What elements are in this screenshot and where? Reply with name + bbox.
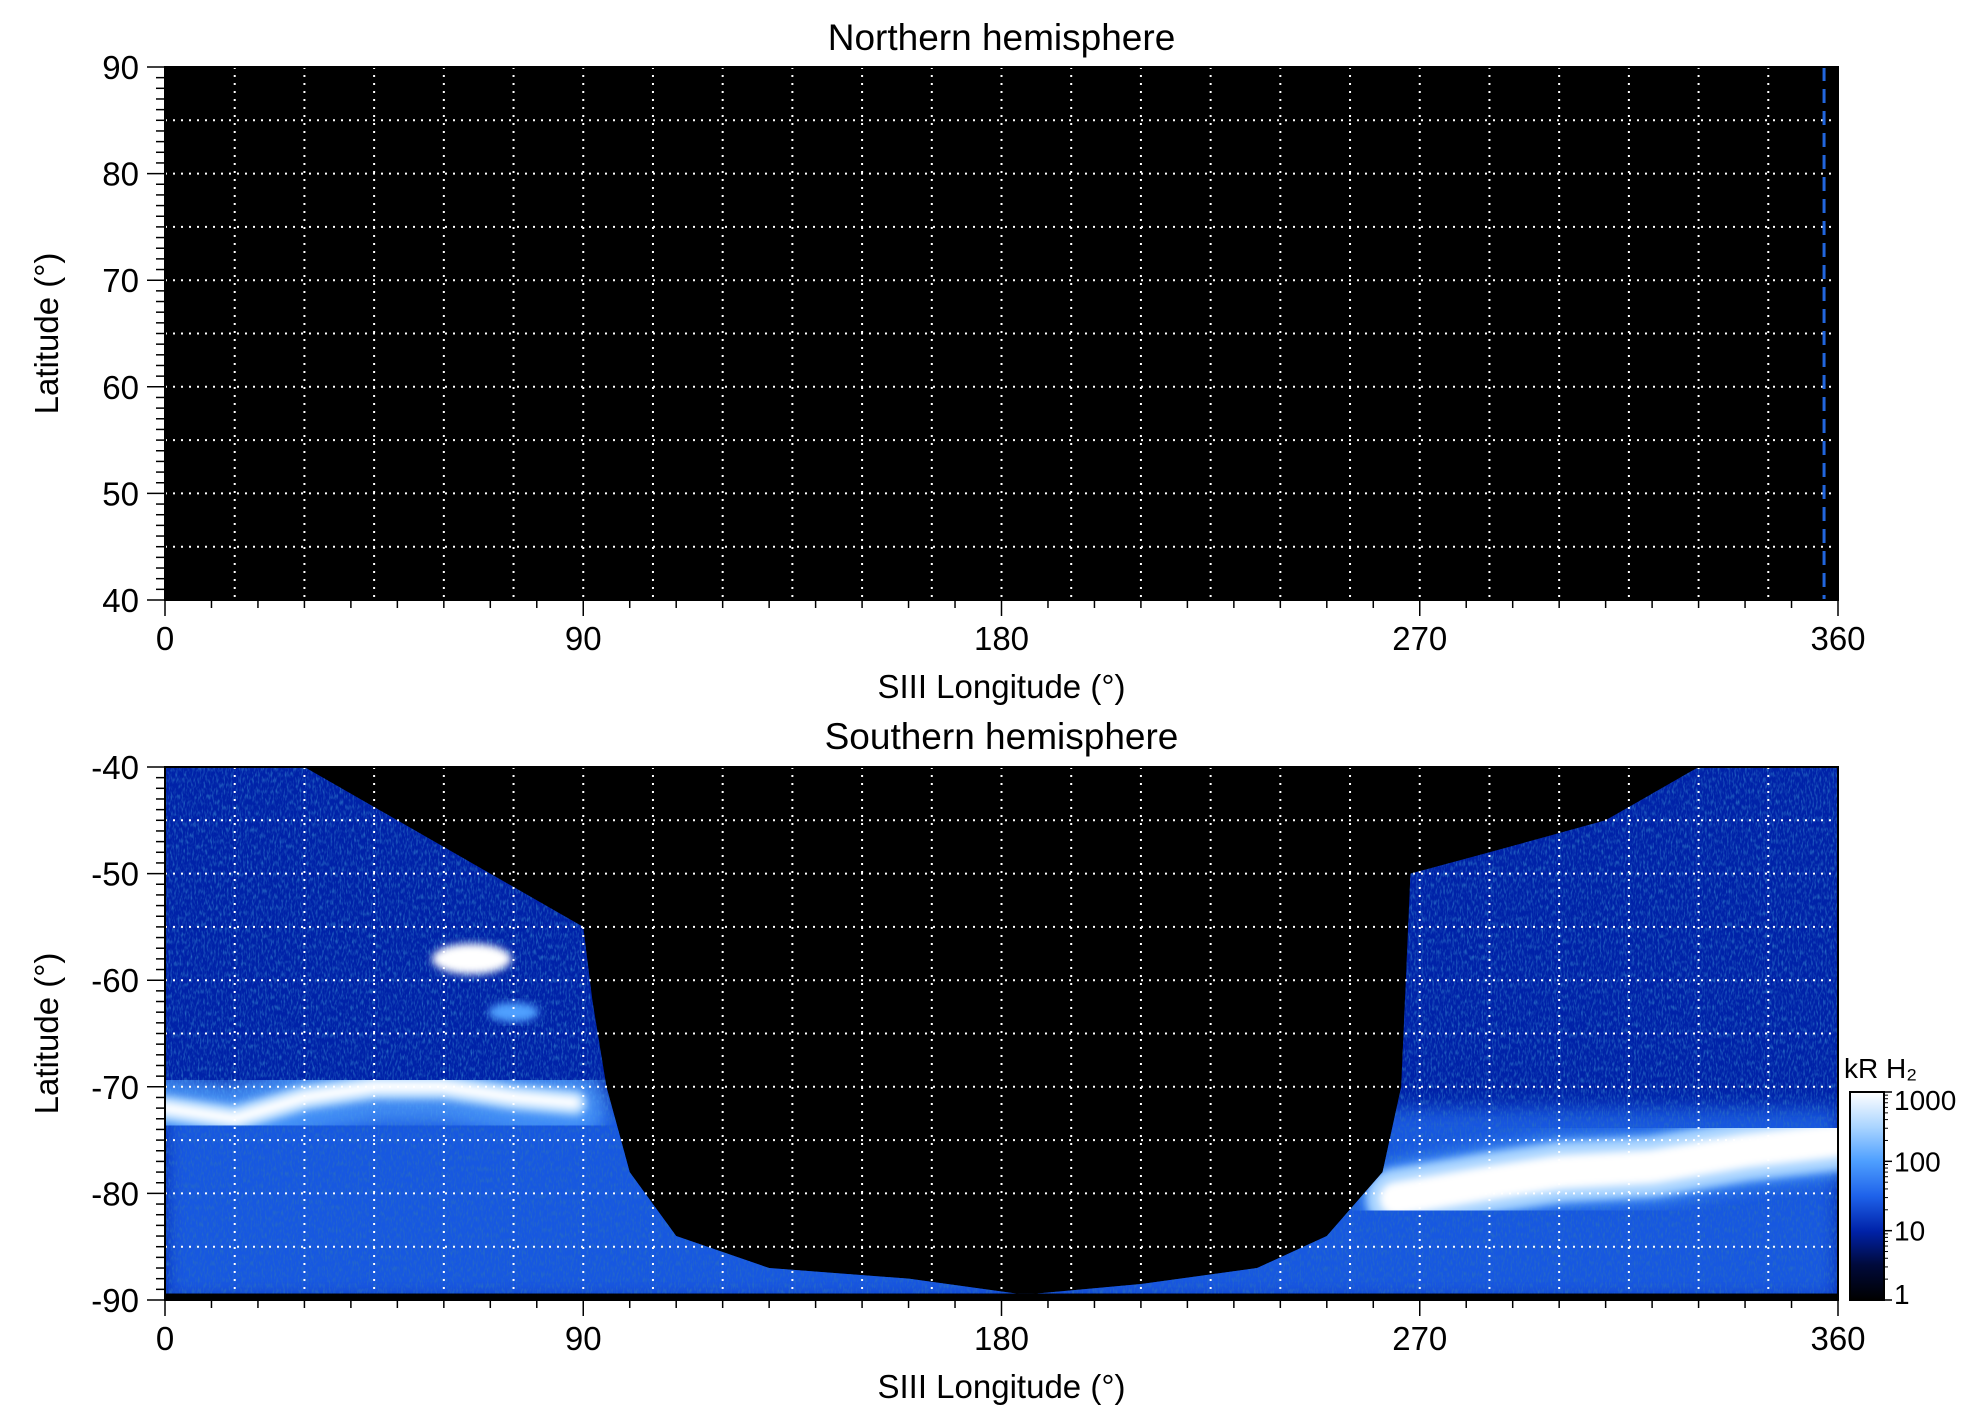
x-tick-label: 270 — [1392, 1320, 1447, 1357]
auroral-oval-east-core — [1379, 1123, 1838, 1216]
bright-spot — [432, 943, 512, 975]
pole-no-data-strip — [165, 1293, 1838, 1300]
y-tick-label: -50 — [91, 856, 139, 893]
southern-tick-labels: 0 90 180 270 360 -90 -80 -70 -60 -50 -40 — [91, 749, 1865, 1357]
colorbar-tick-label: 1000 — [1894, 1085, 1956, 1116]
x-tick-label: 90 — [565, 620, 602, 657]
x-tick-label: 180 — [974, 1320, 1029, 1357]
y-tick-label: -80 — [91, 1175, 139, 1212]
southern-x-axis-label: SIII Longitude (°) — [878, 1368, 1126, 1405]
x-tick-label: 360 — [1810, 1320, 1865, 1357]
northern-x-axis-label: SIII Longitude (°) — [878, 668, 1126, 705]
colorbar-gradient — [1849, 1091, 1885, 1301]
northern-axes — [147, 66, 1839, 616]
x-tick-label: 270 — [1392, 620, 1447, 657]
y-tick-label: -60 — [91, 962, 139, 999]
x-tick-label: 360 — [1810, 620, 1865, 657]
colorbar-tick-label: 100 — [1894, 1146, 1941, 1177]
northern-panel-title: Northern hemisphere — [828, 17, 1176, 58]
y-tick-label: -70 — [91, 1069, 139, 1106]
colorbar-ticks: 1 10 100 1000 — [1884, 1085, 1956, 1310]
southern-grid — [165, 767, 1838, 1300]
x-tick-label: 180 — [974, 620, 1029, 657]
northern-plot-area — [165, 67, 1838, 600]
southern-y-axis-label: Latitude (°) — [28, 953, 65, 1115]
x-tick-label: 0 — [156, 1320, 174, 1357]
colorbar-title: kR H₂ — [1844, 1053, 1917, 1084]
y-tick-label: 50 — [102, 475, 139, 512]
bright-spot — [488, 1002, 539, 1022]
southern-hemisphere-panel: Southern hemisphere 0 90 180 270 360 -90 -80 -7… — [28, 716, 1866, 1405]
y-tick-label: -90 — [91, 1282, 139, 1319]
northern-y-axis-label: Latitude (°) — [28, 253, 65, 415]
northern-grid — [165, 67, 1838, 600]
northern-hemisphere-panel: Northern hemisphere 0 90 180 270 360 40 50 60 70… — [28, 17, 1866, 705]
northern-tick-labels: 0 90 180 270 360 40 50 60 70 80 90 — [102, 49, 1865, 657]
y-tick-label: 60 — [102, 369, 139, 406]
y-tick-label: 90 — [102, 49, 139, 86]
colorbar-tick-label: 10 — [1894, 1216, 1925, 1247]
x-tick-label: 0 — [156, 620, 174, 657]
colorbar: kR H₂ 1 10 100 1000 — [1844, 1053, 1956, 1310]
y-tick-label: 70 — [102, 262, 139, 299]
y-tick-label: 40 — [102, 582, 139, 619]
y-tick-label: 80 — [102, 156, 139, 193]
x-tick-label: 90 — [565, 1320, 602, 1357]
y-tick-label: -40 — [91, 749, 139, 786]
colorbar-tick-label: 1 — [1894, 1279, 1910, 1310]
southern-panel-title: Southern hemisphere — [825, 716, 1179, 757]
